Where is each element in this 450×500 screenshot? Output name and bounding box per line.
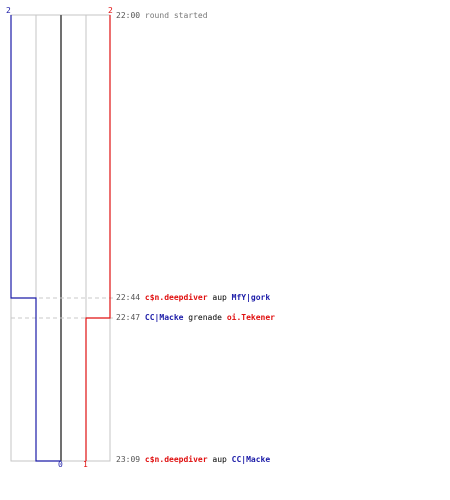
event-kill: 22:44 c$n.deepdiver aup MfY|gork (116, 292, 270, 304)
event-time: 22:47 (116, 313, 141, 322)
event-message: round started (144, 11, 208, 20)
weapon-name: aup (212, 455, 227, 464)
blue-count-top: 2 (6, 6, 11, 15)
victim-name: oi.Tekener (226, 313, 275, 322)
event-time: 23:09 (116, 455, 141, 464)
attacker-name: c$n.deepdiver (144, 293, 208, 302)
blue-team-line (10, 15, 61, 462)
event-kill: 22:47 CC|Macke grenade oi.Tekener (116, 312, 275, 324)
red-count-top: 2 (108, 6, 113, 15)
event-markers (11, 297, 114, 319)
blue-count-bottom: 0 (58, 460, 63, 469)
event-kill: 23:09 c$n.deepdiver aup CC|Macke (116, 454, 270, 466)
event-time: 22:44 (116, 293, 141, 302)
attacker-name: c$n.deepdiver (144, 455, 208, 464)
red-count-bottom: 1 (83, 460, 88, 469)
attacker-name: CC|Macke (144, 313, 184, 322)
victim-name: MfY|gork (231, 293, 271, 302)
grid-columns (10, 14, 111, 462)
weapon-name: grenade (188, 313, 222, 322)
weapon-name: aup (212, 293, 227, 302)
victim-name: CC|Macke (231, 455, 271, 464)
event-time: 22:00 (116, 11, 141, 20)
event-round-start: 22:00 round started (116, 10, 208, 22)
red-team-line (85, 15, 111, 461)
